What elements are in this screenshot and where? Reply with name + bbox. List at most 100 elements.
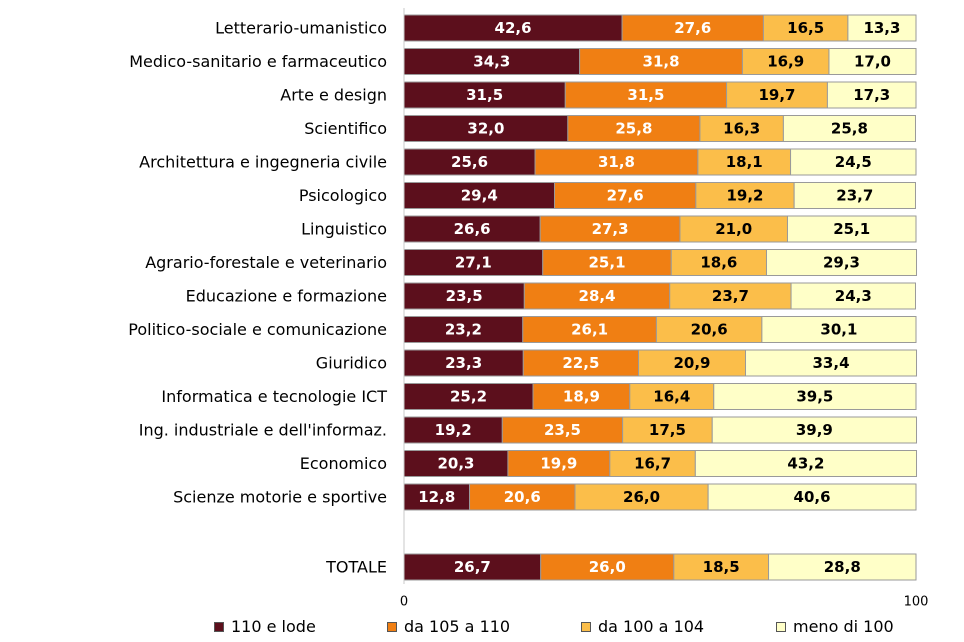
bar-segment [403,249,544,276]
bar-segment [564,81,728,109]
category-label: Psicologico [299,186,387,205]
value-label: 13,3 [863,19,900,37]
value-label: 19,7 [758,86,795,104]
bar-segment [522,316,657,343]
value-label: 16,3 [723,120,760,138]
value-label: 19,2 [726,187,763,205]
value-label: 23,5 [544,421,581,439]
bar-segment [762,14,849,42]
value-label: 26,7 [454,558,491,576]
value-label: 29,3 [823,254,860,272]
value-label: 16,5 [787,19,824,37]
bar-segment [403,48,581,75]
bar-segment [695,182,795,209]
value-label: 25,1 [589,254,626,272]
value-label: 17,5 [649,421,686,439]
value-label: 25,8 [615,120,652,138]
bar-segment [745,349,918,377]
bar-segment [540,553,675,581]
value-label: 26,0 [623,488,660,506]
value-label: 24,3 [835,287,872,305]
bar-segment [765,249,918,276]
value-label: 20,6 [691,321,728,339]
bar-segment [793,182,916,209]
category-label: Architettura e ingegneria civile [139,153,387,172]
value-label: 19,9 [540,455,577,473]
value-label: 23,7 [836,187,873,205]
bar-segment [786,215,917,243]
bar-segment [768,553,917,581]
value-label: 25,6 [451,153,488,171]
bar-segment [609,450,696,477]
category-label: Agrario-forestale e veterinario [145,253,387,272]
value-label: 17,3 [853,86,890,104]
value-label: 42,6 [495,19,532,37]
category-label: Arte e design [280,86,387,105]
bar-segment [534,148,699,176]
value-label: 23,2 [445,321,482,339]
value-label: 31,5 [627,86,664,104]
legend-label-da-100-a-104: da 100 a 104 [598,617,705,636]
bar-segment [501,416,624,444]
value-label: 19,2 [435,421,472,439]
bar-segment [523,282,671,310]
bar-segment [679,215,788,243]
bar-segment [637,349,747,377]
value-label: 16,4 [653,388,690,406]
bar-segment [713,383,917,410]
value-label: 33,4 [813,354,850,372]
bar-segment [761,316,917,343]
bar-segment [403,215,541,243]
bar-segment [621,14,764,42]
category-label: Ing. industriale e dell'informaz. [139,421,387,440]
bar-segment [782,115,916,142]
value-label: 18,5 [703,558,740,576]
bar-segment [403,349,524,377]
value-label: 30,1 [820,321,857,339]
value-label: 21,0 [715,220,752,238]
value-label: 39,5 [796,388,833,406]
bar-segment [579,48,743,75]
category-label: Informatica e tecnologie ICT [161,387,387,406]
legend-swatch-110-e-lode [214,621,224,632]
bar-segment [403,416,503,444]
value-label: 27,6 [674,19,711,37]
value-label: 28,4 [579,287,616,305]
value-label: 28,8 [824,558,861,576]
value-label: 26,6 [454,220,491,238]
bar-segment [629,383,715,410]
value-label: 27,6 [607,187,644,205]
bar-segment [847,14,917,42]
legend-item-da-100-a-104: da 100 a 104 [581,617,704,636]
bar-segment [711,416,918,444]
legend: 110 e lode da 105 a 110 da 100 a 104 men… [0,617,964,639]
value-label: 31,5 [466,86,503,104]
category-label: Politico-sociale e comunicazione [128,320,387,339]
bar-segment [403,383,534,410]
bar-segment [707,483,917,511]
bar-segment [826,81,917,109]
value-label: 25,8 [831,120,868,138]
legend-label-da-105-a-110: da 105 a 110 [404,617,511,636]
bar-segment [574,483,709,511]
value-label: 20,3 [437,455,474,473]
category-label: TOTALE [325,558,387,577]
value-label: 18,6 [700,254,737,272]
value-label: 24,5 [835,153,872,171]
legend-swatch-da-105-a-110 [387,621,397,632]
bar-segment [697,148,792,176]
bar-segment [622,416,713,444]
category-label: Medico-sanitario e farmaceutico [129,52,387,71]
legend-item-da-105-a-110: da 105 a 110 [387,617,510,636]
value-label: 32,0 [467,120,504,138]
bar-segment [507,450,611,477]
bar-segment [669,282,792,310]
bar-segment [694,450,918,477]
value-label: 26,0 [589,558,626,576]
value-label: 27,3 [592,220,629,238]
bar-segment [532,383,631,410]
bar-segment [403,14,623,42]
legend-item-110-e-lode: 110 e lode [214,617,316,636]
value-label: 22,5 [562,354,599,372]
bar-segment [522,349,639,377]
